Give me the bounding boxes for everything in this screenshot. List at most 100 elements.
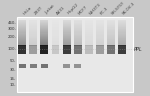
Bar (74, 20, 82, 21)
Bar (52, 22, 59, 23)
Bar (107, 37, 115, 38)
Bar (18, 28, 26, 29)
Bar (118, 42, 126, 43)
Bar (118, 28, 126, 29)
Bar (40, 23, 48, 24)
Bar (118, 32, 126, 34)
Bar (18, 39, 26, 40)
Bar (74, 24, 82, 25)
Bar (107, 40, 115, 41)
Bar (96, 37, 104, 38)
Bar (85, 37, 93, 38)
Bar (29, 37, 37, 38)
Bar (107, 41, 115, 42)
Bar (18, 24, 26, 25)
Bar (107, 32, 115, 34)
Bar (29, 23, 37, 24)
Bar (107, 34, 115, 35)
Bar (63, 24, 70, 25)
Bar (118, 43, 126, 44)
Bar (96, 23, 104, 24)
Text: HeLa: HeLa (22, 5, 32, 15)
Bar (107, 22, 115, 23)
Bar (40, 28, 48, 29)
Bar (40, 32, 48, 34)
Bar (52, 21, 59, 22)
Bar (52, 31, 59, 32)
Bar (96, 29, 104, 30)
Bar (96, 45, 104, 54)
Bar (74, 35, 82, 36)
Bar (52, 27, 59, 28)
Bar (74, 31, 82, 32)
Bar (96, 25, 104, 26)
Bar (96, 36, 104, 37)
Bar (40, 22, 48, 23)
Bar (40, 27, 48, 28)
Bar (18, 31, 26, 32)
Bar (85, 45, 93, 46)
Bar (29, 25, 37, 26)
Bar (63, 39, 70, 40)
Bar (85, 32, 93, 34)
Bar (52, 37, 59, 38)
Bar (74, 27, 82, 28)
Bar (63, 30, 70, 31)
Bar (40, 21, 48, 22)
Bar (85, 20, 93, 21)
Bar (29, 40, 37, 41)
Bar (96, 44, 104, 45)
Bar (107, 30, 115, 31)
Bar (29, 36, 37, 37)
Bar (18, 29, 26, 30)
Bar (107, 24, 115, 25)
Bar (118, 44, 126, 45)
Bar (96, 43, 104, 44)
Bar (29, 31, 37, 32)
Bar (96, 26, 104, 27)
Bar (118, 45, 126, 46)
Bar (85, 38, 93, 39)
Bar (63, 29, 70, 30)
Text: MCF7: MCF7 (78, 5, 88, 15)
Bar (96, 34, 104, 35)
Bar (107, 42, 115, 43)
Bar (96, 32, 104, 34)
Bar (85, 31, 93, 32)
Bar (96, 40, 104, 41)
Bar (63, 22, 70, 23)
Bar (29, 26, 37, 27)
Bar (107, 31, 115, 32)
Bar (74, 34, 82, 35)
Bar (107, 26, 115, 27)
Bar (18, 40, 26, 41)
Bar (63, 28, 70, 29)
Bar (29, 22, 37, 23)
Bar (52, 20, 59, 21)
Bar (63, 43, 70, 44)
Bar (18, 25, 26, 26)
Bar (85, 21, 93, 22)
Bar (118, 27, 126, 28)
Bar (52, 41, 59, 42)
Bar (96, 45, 104, 46)
Bar (85, 24, 93, 25)
Text: 10-: 10- (10, 83, 16, 87)
Bar (40, 38, 48, 39)
Bar (52, 23, 59, 24)
Text: 300-: 300- (7, 27, 16, 31)
Bar (40, 39, 48, 40)
Bar (63, 27, 70, 28)
Bar (85, 27, 93, 28)
Bar (52, 42, 59, 43)
Text: SK-OV-3: SK-OV-3 (122, 1, 136, 15)
Bar (118, 35, 126, 36)
Text: Jurkat: Jurkat (44, 4, 56, 15)
Text: NIH3T3: NIH3T3 (89, 2, 102, 15)
Bar (63, 21, 70, 22)
Bar (85, 28, 93, 29)
Bar (40, 36, 48, 37)
Bar (63, 32, 70, 34)
Bar (18, 36, 26, 37)
Bar (29, 21, 37, 22)
